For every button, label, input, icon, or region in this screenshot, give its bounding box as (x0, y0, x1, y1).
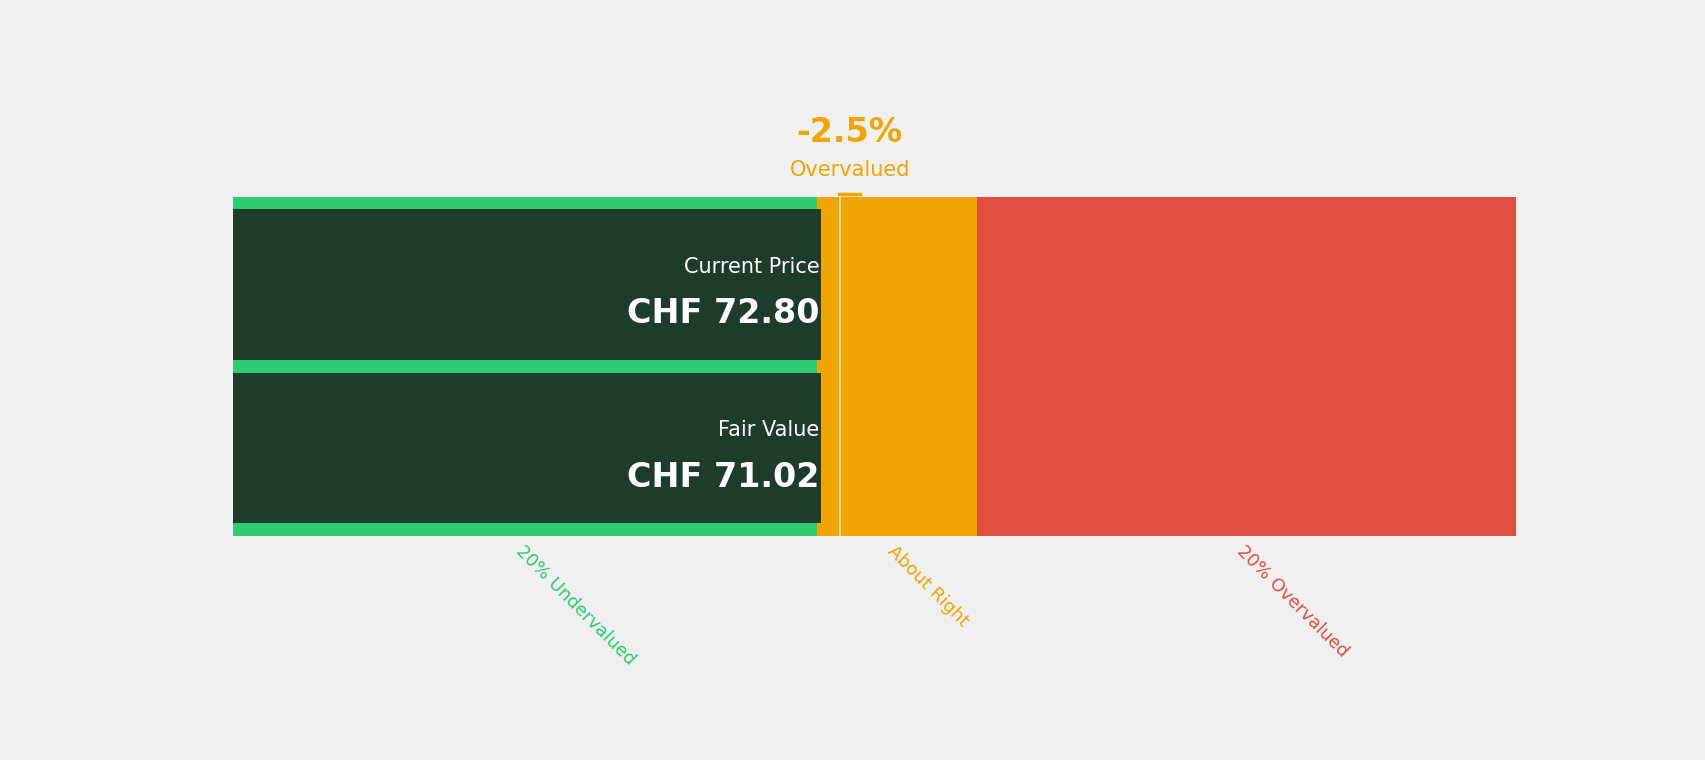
Text: 20% Overvalued: 20% Overvalued (1233, 542, 1352, 660)
Bar (234, 210, 820, 359)
Bar (977, 210, 1514, 359)
Bar (817, 372, 977, 523)
Bar (234, 372, 817, 523)
Text: -2.5%: -2.5% (796, 116, 902, 149)
Bar (817, 359, 977, 372)
Bar (817, 197, 977, 210)
Bar (977, 359, 1514, 372)
Bar (977, 372, 1514, 523)
Bar (234, 372, 820, 523)
Text: About Right: About Right (883, 542, 972, 630)
Bar (234, 523, 817, 536)
Bar (234, 359, 817, 372)
Text: Fair Value: Fair Value (718, 420, 818, 440)
Text: 20% Undervalued: 20% Undervalued (512, 542, 638, 668)
Bar (977, 523, 1514, 536)
Text: Overvalued: Overvalued (789, 160, 909, 180)
Bar (234, 197, 817, 210)
Text: Current Price: Current Price (684, 257, 818, 277)
Bar (977, 197, 1514, 210)
Text: CHF 72.80: CHF 72.80 (626, 297, 818, 331)
Text: CHF 71.02: CHF 71.02 (626, 461, 818, 494)
Bar (234, 210, 817, 359)
Bar (817, 523, 977, 536)
Bar (817, 210, 977, 359)
